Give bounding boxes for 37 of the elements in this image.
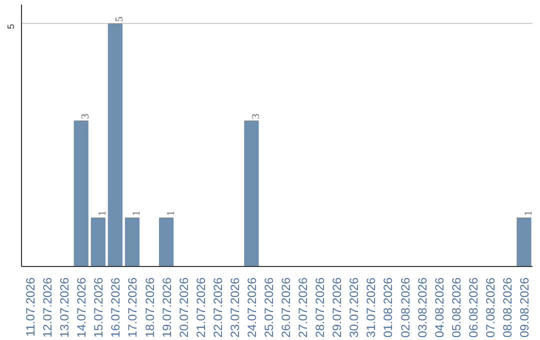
x-tick-label: 24.07.2026 bbox=[244, 277, 259, 338]
x-tick-label: 21.07.2026 bbox=[194, 277, 208, 338]
x-tick-label: 30.07.2026 bbox=[347, 277, 362, 338]
x-tick-label: 27.07.2026 bbox=[296, 277, 310, 338]
x-tick-label: 15.07.2026 bbox=[92, 277, 106, 338]
x-tick-label: 26.07.2026 bbox=[279, 277, 294, 338]
data-label: 3 bbox=[80, 114, 92, 119]
data-label: 1 bbox=[166, 210, 177, 216]
x-tick-label: 09.08.2026 bbox=[517, 277, 532, 338]
x-tick-label: 11.07.2026 bbox=[24, 277, 38, 337]
data-label: 1 bbox=[132, 210, 143, 216]
x-tick-label: 12.07.2026 bbox=[40, 277, 55, 338]
data-label: 5 bbox=[114, 16, 126, 22]
x-tick-label: 19.07.2026 bbox=[160, 277, 174, 338]
x-tick-label: 13.07.2026 bbox=[58, 277, 72, 338]
x-tick-label: 29.07.2026 bbox=[330, 277, 344, 338]
x-tick-label: 05.08.2026 bbox=[449, 277, 464, 338]
data-label: 1 bbox=[523, 210, 534, 216]
x-tick-label: 02.08.2026 bbox=[398, 277, 412, 338]
x-tick-label: 25.07.2026 bbox=[262, 277, 276, 338]
data-label: 3 bbox=[250, 114, 262, 119]
x-tick-label: 01.08.2026 bbox=[381, 277, 396, 338]
x-tick-label: 28.07.2026 bbox=[313, 277, 328, 338]
x-tick-label: 22.07.2026 bbox=[210, 277, 225, 338]
x-tick-label: 23.07.2026 bbox=[228, 277, 242, 338]
x-tick-label: 06.08.2026 bbox=[466, 277, 480, 338]
x-tick-label: 18.07.2026 bbox=[142, 277, 157, 338]
x-tick-label: 07.08.2026 bbox=[483, 277, 498, 338]
x-tick-label: 04.08.2026 bbox=[432, 277, 446, 338]
x-tick-label: 16.07.2026 bbox=[108, 277, 123, 338]
x-tick-label: 31.07.2026 bbox=[364, 277, 378, 338]
x-tick-label: 20.07.2026 bbox=[176, 277, 191, 338]
x-tick-label: 08.08.2026 bbox=[500, 277, 514, 338]
x-tick-label: 03.08.2026 bbox=[415, 277, 430, 338]
x-tick-label: 17.07.2026 bbox=[126, 277, 140, 338]
x-tick-label: 14.07.2026 bbox=[74, 277, 89, 338]
data-label: 1 bbox=[98, 210, 109, 216]
